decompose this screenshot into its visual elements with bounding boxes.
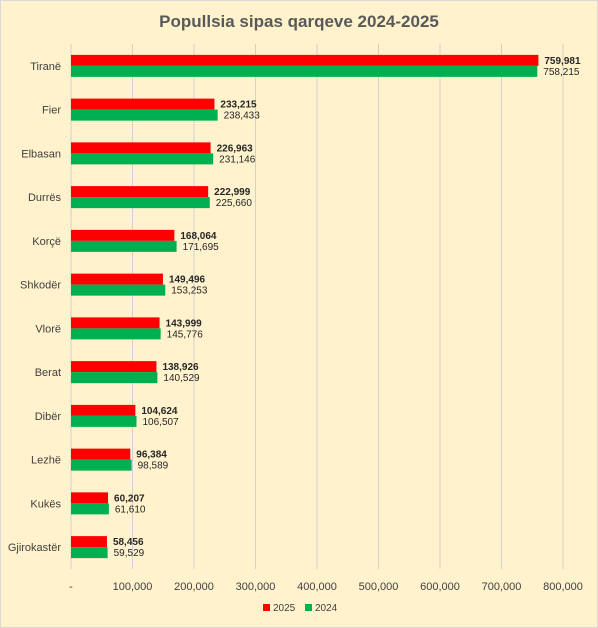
data-label-2025: 104,624 — [141, 406, 178, 417]
x-tick-label: 600,000 — [420, 581, 460, 593]
category-label: Berat — [35, 367, 61, 379]
data-label-2025: 96,384 — [136, 450, 167, 461]
data-label-2024: 238,433 — [224, 111, 261, 122]
data-label-2024: 225,660 — [216, 198, 253, 209]
x-tick-label: 400,000 — [297, 581, 337, 593]
bar-2025 — [71, 492, 109, 504]
data-label-2025: 149,496 — [169, 275, 206, 286]
bar-2025 — [71, 361, 157, 373]
bar-2024 — [71, 153, 214, 165]
legend: 2025 2024 — [263, 603, 338, 614]
bar-2024 — [71, 240, 177, 252]
bars — [71, 54, 539, 559]
data-label-2025: 60,207 — [114, 493, 145, 504]
bar-2025 — [71, 229, 175, 241]
data-label-2025: 233,215 — [220, 100, 257, 111]
bar-2025 — [71, 404, 136, 416]
x-tick-label: 700,000 — [482, 581, 522, 593]
bar-2025 — [71, 273, 163, 285]
bar-2024 — [71, 284, 166, 296]
x-tick-label: 100,000 — [113, 581, 153, 593]
bar-2025 — [71, 448, 131, 460]
bar-2024 — [71, 547, 108, 559]
legend-swatch — [305, 604, 312, 611]
data-label-2025: 226,963 — [217, 143, 254, 154]
bar-2024 — [71, 415, 137, 427]
bar-2025 — [71, 186, 209, 198]
bar-2024 — [71, 65, 538, 77]
data-label-2024: 59,529 — [114, 548, 145, 559]
bar-2024 — [71, 459, 132, 471]
category-label: Vlorë — [35, 323, 61, 335]
bar-2024 — [71, 328, 161, 340]
x-tick-label: 800,000 — [543, 581, 583, 593]
data-label-2025: 58,456 — [113, 537, 144, 548]
x-tick-label: 500,000 — [359, 581, 399, 593]
x-tick-label: 200,000 — [174, 581, 214, 593]
category-label: Dibër — [35, 411, 62, 423]
category-label: Gjirokastër — [8, 542, 62, 554]
x-tick-label: 300,000 — [236, 581, 276, 593]
bar-2024 — [71, 372, 158, 384]
legend-label: 2025 — [273, 603, 296, 614]
legend-swatch — [263, 604, 270, 611]
data-label-2025: 138,926 — [162, 362, 199, 373]
category-label: Tiranë — [30, 61, 61, 73]
data-label-2025: 222,999 — [214, 187, 251, 198]
data-label-2025: 143,999 — [166, 318, 203, 329]
bar-2024 — [71, 109, 218, 121]
data-label-2024: 106,507 — [143, 417, 180, 428]
gridlines — [70, 44, 564, 569]
category-label: Fier — [42, 105, 61, 117]
data-label-2024: 231,146 — [219, 154, 256, 165]
data-label-2024: 758,215 — [543, 67, 580, 78]
data-label-2025: 759,981 — [544, 56, 581, 67]
data-label-2024: 140,529 — [163, 373, 200, 384]
category-label: Kukës — [30, 498, 61, 510]
legend-label: 2024 — [315, 603, 338, 614]
bar-2024 — [71, 197, 210, 209]
category-label: Elbasan — [21, 148, 61, 160]
data-label-2024: 153,253 — [171, 286, 208, 297]
bar-2024 — [71, 503, 109, 515]
x-tick-label: - — [69, 581, 73, 593]
data-label-2024: 61,610 — [115, 504, 146, 515]
data-label-2024: 98,589 — [138, 461, 169, 472]
bar-2025 — [71, 317, 160, 329]
data-label-2024: 145,776 — [167, 329, 204, 340]
chart-title: Popullsia sipas qarqeve 2024-2025 — [159, 12, 439, 31]
category-label: Shkodër — [20, 280, 61, 292]
labels: - 100,000 200,000 300,000 400,000 500,000 600,… — [8, 56, 583, 593]
bar-2025 — [71, 54, 539, 66]
bar-2025 — [71, 142, 211, 154]
data-label-2025: 168,064 — [180, 231, 217, 242]
category-label: Korçë — [32, 236, 61, 248]
data-label-2024: 171,695 — [183, 242, 220, 253]
category-label: Lezhë — [31, 455, 61, 467]
category-label: Durrës — [28, 192, 62, 204]
bar-2025 — [71, 536, 107, 548]
bar-2025 — [71, 98, 215, 110]
